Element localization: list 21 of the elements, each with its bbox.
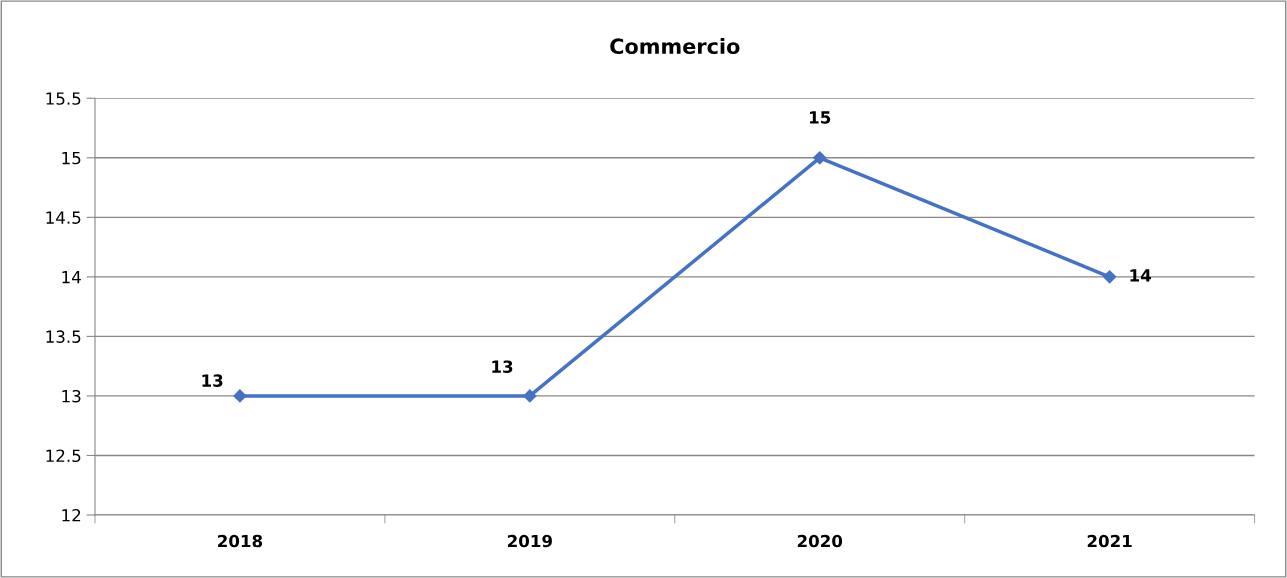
data-label: 13: [202, 374, 223, 387]
point: [233, 389, 247, 403]
y-tick-label: 12.5: [46, 449, 81, 463]
y-tick-label: 14.5: [46, 211, 81, 224]
y-tick-label: 14: [62, 271, 81, 284]
y-tick-label: 15: [62, 151, 81, 165]
x-tick-label: 2018: [218, 534, 263, 548]
point: [523, 389, 537, 403]
y-tick-label: 12: [62, 508, 81, 522]
y-tick-label: 13: [62, 389, 81, 403]
y-tick-label: 15.5: [46, 92, 81, 105]
chart-title: Commercio: [610, 37, 740, 55]
data-label: 13: [492, 360, 513, 373]
x-tick-label: 2021: [1087, 534, 1132, 548]
point: [1103, 270, 1117, 284]
x-tick-label: 2020: [797, 534, 843, 548]
data-label: 14: [1130, 269, 1152, 282]
data-label: 15: [810, 111, 831, 124]
point: [813, 151, 827, 165]
x-tick-label: 2019: [507, 534, 552, 548]
y-tick-label: 13.5: [46, 330, 81, 343]
